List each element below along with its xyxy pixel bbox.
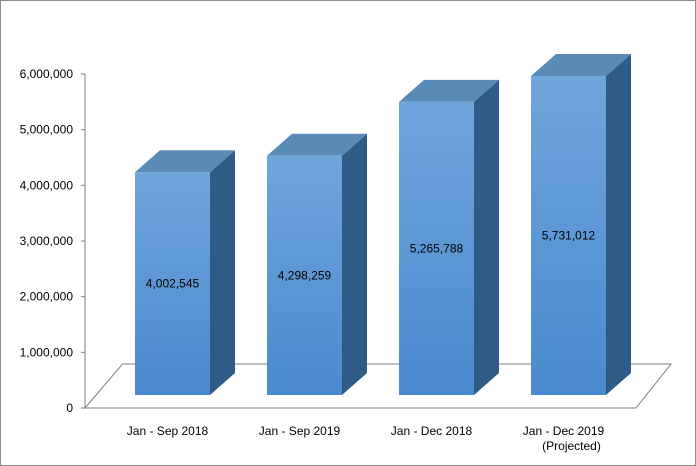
bar-side-face [606,53,631,396]
y-tick-label: 0 [66,401,73,415]
y-tick-label: 5,000,000 [20,123,74,137]
bar-side-face [342,133,367,395]
y-tick-label: 4,000,000 [20,178,74,192]
x-category-label: Jan - Dec 2018 [391,424,473,438]
bar-top-face [399,79,499,102]
bar-top-face [267,133,367,156]
data-label: 5,731,012 [542,228,596,242]
bar [135,150,235,395]
data-label: 4,298,259 [278,268,332,282]
x-category-label: Jan - Sep 2019 [259,424,341,438]
bar-front-face [135,172,210,395]
bar-front-face [531,75,606,395]
bar [267,133,367,395]
bar-side-face [474,79,499,396]
chart-floor [83,363,673,409]
data-label: 5,265,788 [410,241,464,255]
x-category-label: (Projected) [542,439,601,453]
y-tick-label: 3,000,000 [20,234,74,248]
x-category-label: Jan - Sep 2018 [127,424,209,438]
bar-top-face [531,53,631,76]
bar-side-face [210,150,235,395]
y-tick-label: 6,000,000 [20,67,74,81]
x-category-label: Jan - Dec 2019 [523,424,605,438]
bar-top-face [135,150,235,173]
bar [531,53,631,396]
bar [399,79,499,396]
y-tick-label: 1,000,000 [20,345,74,359]
bar-front-face [267,155,342,395]
bar-front-face [399,101,474,396]
data-label: 4,002,545 [146,277,200,291]
y-tick-label: 2,000,000 [20,290,74,304]
